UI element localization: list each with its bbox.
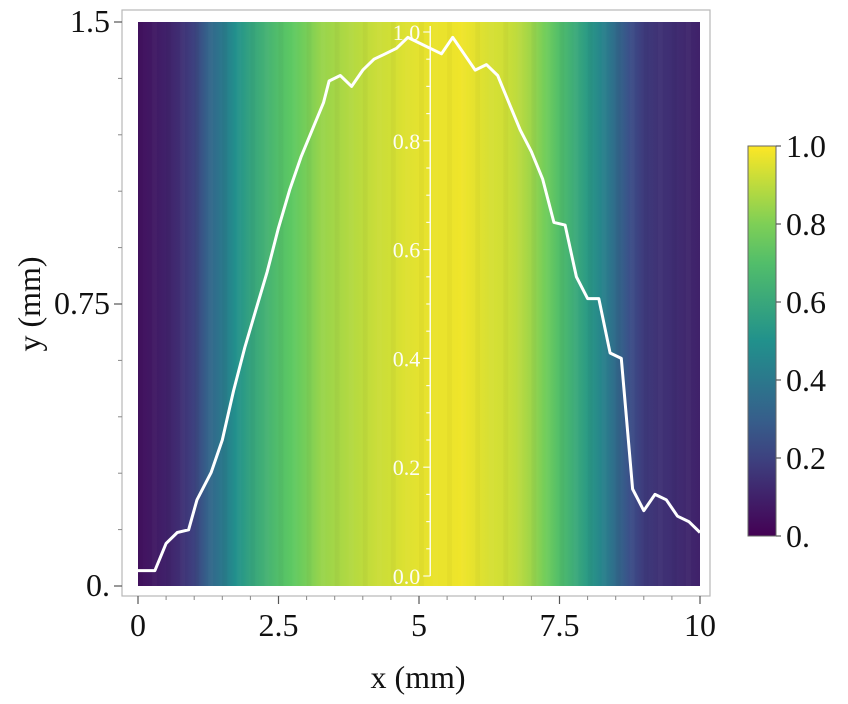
y-axis: 0. 0.75 1.5 — [54, 3, 122, 603]
x-axis-label: x (mm) — [370, 659, 465, 695]
overlay-axis-label: 0.0 — [393, 564, 421, 589]
heatmap-streak — [138, 22, 143, 586]
heatmap-streak — [489, 22, 494, 586]
colorbar-ticks: 0. 0.2 0.4 0.6 0.8 1.0 — [776, 128, 826, 554]
heatmap-streak — [264, 22, 269, 586]
overlay-profile-line — [138, 35, 702, 573]
y-tick-label: 0.75 — [54, 285, 110, 321]
y-tick-label: 0. — [86, 567, 110, 603]
x-tick-label: 5 — [411, 607, 427, 643]
heatmap-streak — [602, 22, 607, 586]
colorbar-tick-label: 0.4 — [786, 362, 826, 398]
heatmap-streak — [475, 22, 480, 586]
heatmap-streak — [236, 22, 241, 586]
heatmap-streak — [208, 22, 213, 586]
heatmap-streak — [517, 22, 522, 586]
heatmap-streak — [630, 22, 635, 586]
heatmap-streak — [686, 22, 691, 586]
heatmap-streak — [588, 22, 593, 586]
overlay-axis: 0.00.20.40.60.81.0 — [393, 20, 431, 589]
heatmap-streak — [405, 22, 410, 586]
colorbar-tick-label: 0. — [786, 518, 810, 554]
heatmap-streak — [377, 22, 382, 586]
heatmap-streak — [433, 22, 438, 586]
heatmap-streak — [152, 22, 157, 586]
heatmap-streak — [545, 22, 550, 586]
overlay-axis-label: 0.2 — [393, 455, 421, 480]
heatmap-streak — [307, 22, 312, 586]
heatmap-streak — [531, 22, 536, 586]
x-tick-label: 7.5 — [540, 607, 580, 643]
heatmap-streak — [279, 22, 284, 586]
heatmap-streak — [419, 22, 424, 586]
colorbar-tick-label: 1.0 — [786, 128, 826, 164]
heatmap-streak — [293, 22, 298, 586]
y-tick-label: 1.5 — [70, 3, 110, 39]
heatmap-streak — [658, 22, 663, 586]
colorbar-tick-label: 0.6 — [786, 284, 826, 320]
heatmap-streak — [461, 22, 466, 586]
heatmap-streak — [166, 22, 171, 586]
overlay-axis-label: 0.6 — [393, 238, 421, 263]
heatmap-streak — [335, 22, 340, 586]
heatmap-streak — [672, 22, 677, 586]
heatmap-streak — [391, 22, 396, 586]
overlay-axis-label: 0.4 — [393, 346, 421, 371]
heatmap-area — [138, 22, 700, 586]
x-tick-label: 10 — [684, 607, 716, 643]
heatmap-streak — [560, 22, 565, 586]
colorbar-tick-label: 0.8 — [786, 206, 826, 242]
colorbar-tick-label: 0.2 — [786, 440, 826, 476]
x-tick-label: 0 — [130, 607, 146, 643]
heatmap-streak — [250, 22, 255, 586]
x-axis: 0 2.5 5 7.5 10 — [130, 596, 716, 643]
heatmap-streak — [447, 22, 452, 586]
heatmap-streak — [222, 22, 227, 586]
heatmap-streak — [616, 22, 621, 586]
heatmap-streak — [503, 22, 508, 586]
y-axis-label: y (mm) — [11, 256, 47, 351]
heatmap-streak — [574, 22, 579, 586]
heatmap-streak — [180, 22, 185, 586]
colorbar — [747, 145, 777, 537]
x-tick-label: 2.5 — [259, 607, 299, 643]
heatmap-streak — [349, 22, 354, 586]
overlay-axis-label: 0.8 — [393, 129, 421, 154]
heatmap-streak — [644, 22, 649, 586]
plot-frame — [121, 9, 711, 597]
heatmap-streak — [363, 22, 368, 586]
